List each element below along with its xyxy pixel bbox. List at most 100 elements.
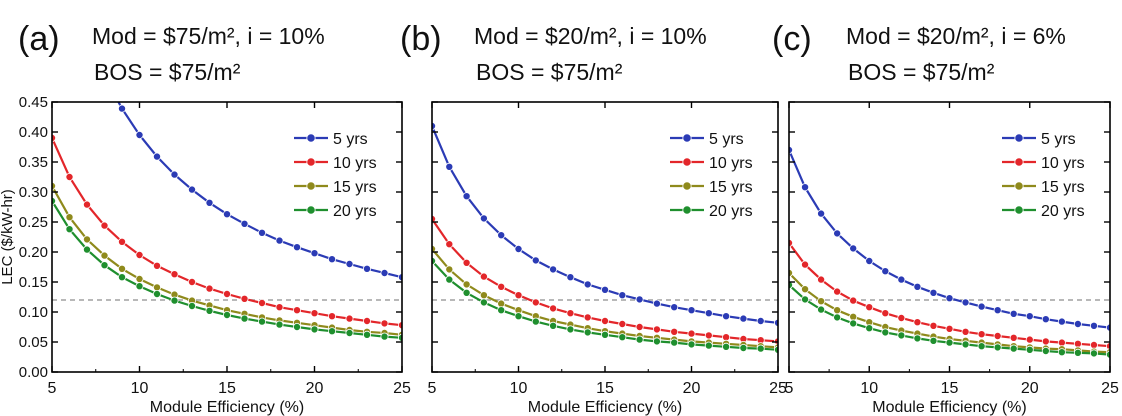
data-point	[532, 257, 539, 264]
x-tick-label: 15	[941, 380, 959, 397]
data-point	[446, 266, 453, 273]
data-point	[850, 245, 857, 252]
data-point	[946, 325, 953, 332]
x-axis-label: Module Efficiency (%)	[872, 399, 1026, 416]
data-point	[866, 257, 873, 264]
data-point	[446, 241, 453, 248]
data-point	[550, 266, 557, 273]
legend-marker	[683, 134, 691, 142]
data-point	[584, 314, 591, 321]
data-point	[740, 315, 747, 322]
data-point	[653, 338, 660, 345]
data-point	[757, 317, 764, 324]
data-point	[962, 299, 969, 306]
data-point	[346, 315, 353, 322]
data-point	[723, 343, 730, 350]
data-point	[757, 345, 764, 352]
data-point	[601, 286, 608, 293]
data-point	[653, 326, 660, 333]
y-tick-label: 0.30	[19, 184, 48, 201]
data-point	[994, 344, 1001, 351]
data-point	[328, 328, 335, 335]
data-point	[914, 283, 921, 290]
data-point	[818, 210, 825, 217]
data-point	[1058, 318, 1065, 325]
data-point	[463, 259, 470, 266]
x-tick-label: 20	[683, 380, 701, 397]
data-point	[705, 342, 712, 349]
data-point	[567, 274, 574, 281]
data-point	[363, 265, 370, 272]
x-tick-label: 5	[428, 380, 437, 397]
legend-label: 5 yrs	[709, 131, 744, 148]
data-point	[532, 318, 539, 325]
panel-title: Mod = $20/m², i = 6%	[846, 23, 1066, 49]
legend-marker	[307, 206, 315, 214]
legend-label: 15 yrs	[709, 179, 753, 196]
data-point	[1090, 341, 1097, 348]
data-point	[223, 311, 230, 318]
data-point	[532, 299, 539, 306]
data-point	[688, 307, 695, 314]
data-point	[619, 334, 626, 341]
data-point	[381, 269, 388, 276]
data-point	[118, 265, 125, 272]
data-point	[206, 199, 213, 206]
panel-subtitle: BOS = $75/m²	[848, 59, 995, 85]
data-point	[1026, 346, 1033, 353]
data-point	[619, 320, 626, 327]
data-point	[946, 295, 953, 302]
data-point	[1010, 345, 1017, 352]
data-point	[153, 153, 160, 160]
data-point	[866, 325, 873, 332]
data-point	[480, 299, 487, 306]
legend-marker	[1015, 206, 1023, 214]
data-point	[346, 260, 353, 267]
data-point	[153, 284, 160, 291]
data-point	[914, 335, 921, 342]
data-point	[381, 333, 388, 340]
data-point	[136, 283, 143, 290]
data-point	[850, 297, 857, 304]
data-point	[311, 326, 318, 333]
data-point	[276, 304, 283, 311]
data-point	[930, 289, 937, 296]
data-point	[101, 262, 108, 269]
data-point	[276, 321, 283, 328]
x-tick-label: 20	[1021, 380, 1039, 397]
data-point	[241, 315, 248, 322]
data-point	[241, 220, 248, 227]
legend-label: 15 yrs	[333, 179, 377, 196]
data-point	[930, 322, 937, 329]
data-point	[653, 300, 660, 307]
legend-marker	[683, 206, 691, 214]
legend-marker	[307, 134, 315, 142]
data-point	[83, 201, 90, 208]
data-point	[866, 304, 873, 311]
data-point	[584, 281, 591, 288]
data-point	[1026, 336, 1033, 343]
data-point	[206, 285, 213, 292]
panel-label: (c)	[772, 20, 812, 58]
x-tick-label: 25	[393, 380, 411, 397]
data-point	[515, 313, 522, 320]
legend-label: 20 yrs	[709, 203, 753, 220]
data-point	[480, 273, 487, 280]
data-point	[930, 337, 937, 344]
data-point	[101, 252, 108, 259]
legend-label: 10 yrs	[1041, 155, 1085, 172]
data-point	[171, 297, 178, 304]
data-point	[118, 105, 125, 112]
data-point	[801, 296, 808, 303]
x-axis-label: Module Efficiency (%)	[528, 399, 682, 416]
data-point	[882, 268, 889, 275]
x-tick-label: 15	[596, 380, 614, 397]
data-point	[801, 261, 808, 268]
legend-marker	[683, 182, 691, 190]
legend-label: 5 yrs	[333, 131, 368, 148]
panel-subtitle: BOS = $75/m²	[94, 59, 241, 85]
data-point	[882, 310, 889, 317]
data-point	[601, 331, 608, 338]
data-point	[671, 339, 678, 346]
data-point	[636, 323, 643, 330]
